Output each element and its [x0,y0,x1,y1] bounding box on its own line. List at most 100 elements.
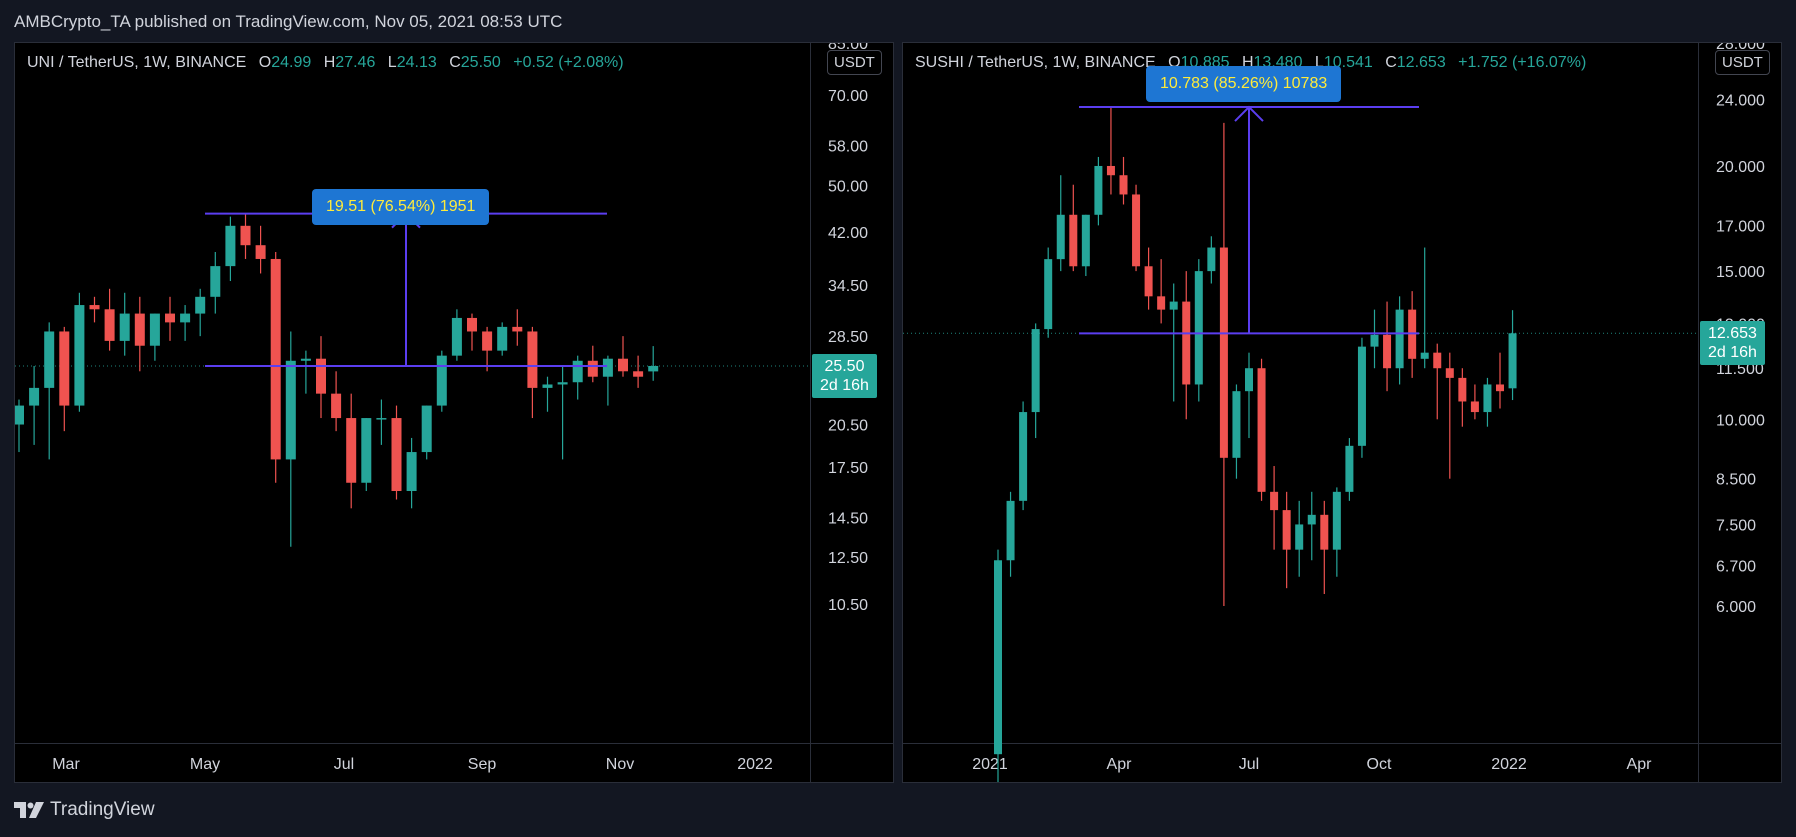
sushi-candle-body [1019,412,1028,501]
uni-chart-svg[interactable]: 85.00 70.00 58.00 50.00 42.00 34.50 28.50 20.50… [15,43,894,783]
sushi-candle [1408,291,1417,378]
sushi-candle-body [1182,301,1191,385]
sushi-candle-body [1069,214,1078,267]
uni-candle [225,216,236,282]
uni-candle-body [270,258,281,460]
uni-candle-body [361,418,372,483]
sushi-candle [1219,122,1228,606]
uni-candle [391,405,402,500]
uni-candle [542,376,553,412]
uni-candle-body [633,371,644,377]
uni-unit-button[interactable]: USDT [827,50,882,75]
uni-candle [331,371,342,432]
uni-candle-body [119,313,130,341]
uni-candle [633,355,644,388]
uni-candle [300,350,311,394]
uni-candle-body [421,405,432,453]
sushi-candle-body [1295,524,1304,550]
sushi-candle [1257,358,1266,501]
sushi-candle-body [1119,175,1128,195]
sushi-candle [1370,309,1379,369]
uni-candle [270,251,281,483]
uni-low: 24.13 [396,54,437,71]
sushi-countdown: 2d 16h [1708,344,1757,362]
sushi-candle-body [1056,214,1065,260]
sushi-y-tick: 7.500 [1716,517,1756,534]
uni-candle-body [376,418,387,420]
sushi-candle [1433,343,1442,420]
uni-open: 24.99 [271,54,312,71]
sushi-candle-body [1144,266,1153,297]
uni-candle-body [648,365,659,372]
uni-candle-body [74,305,85,406]
uni-y-tick: 17.50 [828,460,868,477]
uni-chart-panel[interactable]: UNI / TetherUS, 1W, BINANCE O24.99 H27.4… [14,42,894,783]
uni-candle [165,296,175,341]
uni-x-tick: 2022 [737,756,773,773]
uni-y-tick: 58.00 [828,139,868,156]
uni-candle [406,437,417,509]
sushi-candle [994,549,1002,782]
uni-candle [376,399,387,445]
uni-candle [451,309,462,361]
uni-candle [89,296,100,323]
sushi-candle [1320,500,1329,595]
sushi-candle-body [1458,377,1467,402]
sushi-unit-button[interactable]: USDT [1715,50,1770,75]
sushi-y-tick: 17.000 [1716,218,1765,235]
uni-candle-body [542,384,553,388]
sushi-candle-body [1044,259,1053,330]
uni-candle-body [316,358,326,394]
uni-candle [104,288,115,351]
sushi-candle-body [1031,329,1040,413]
footer-brand: TradingView [50,799,155,820]
uni-y-tick: 14.50 [828,510,868,527]
sushi-y-tick: 10.000 [1716,412,1765,429]
sushi-measure-arrow-head [1234,105,1264,122]
sushi-candle [1496,352,1504,409]
uni-close: 25.50 [460,54,501,71]
sushi-candle-body [1433,352,1442,369]
uni-y-tick: 28.50 [828,329,868,346]
uni-candle-body [618,358,628,372]
sushi-y-tick: 6.700 [1716,559,1756,576]
uni-candle [195,288,206,337]
sushi-chart-svg[interactable]: 28.00024.00020.00017.00015.00013.00011.5… [903,43,1782,783]
uni-candle [572,355,583,400]
uni-candle-body [482,331,493,351]
uni-y-tick: 10.50 [828,597,868,614]
sushi-chart-panel[interactable]: SUSHI / TetherUS, 1W, BINANCE O10.885 H1… [902,42,1782,783]
sushi-candle [1245,352,1253,439]
sushi-candle [1132,184,1141,272]
sushi-candle-body [1383,334,1392,369]
sushi-candle-body [1006,500,1015,561]
uni-candle-body [436,355,447,406]
sushi-candle [1383,301,1392,392]
uni-candle-body [572,360,583,383]
uni-candle [255,225,266,274]
uni-candle [149,313,160,361]
uni-y-tick: 12.50 [828,550,868,567]
sushi-candle [1420,247,1429,369]
sushi-x-tick: Apr [1107,756,1133,773]
sushi-candle-body [1232,391,1241,458]
sushi-candle-body [1345,445,1354,492]
sushi-candle [1182,271,1191,420]
sushi-candle-body [1483,384,1492,413]
sushi-candle [1332,487,1341,577]
sushi-candle [1270,466,1279,550]
uni-x-tick: May [190,756,220,773]
sushi-candle-body [994,560,1002,755]
tradingview-footer[interactable]: TradingView [14,799,155,821]
sushi-candle [1144,247,1153,310]
sushi-candle-body [1157,296,1166,310]
uni-x-tick: Nov [606,756,634,773]
sushi-y-tick: 20.000 [1716,159,1765,176]
uni-candle [44,322,55,460]
uni-candle [29,365,40,445]
tradingview-logo-icon [14,802,44,818]
sushi-measure-label: 10.783 (85.26%) 10783 [1146,66,1342,102]
uni-y-tick: 34.50 [828,278,868,295]
uni-candle [587,345,598,383]
uni-candle-body [331,393,342,419]
